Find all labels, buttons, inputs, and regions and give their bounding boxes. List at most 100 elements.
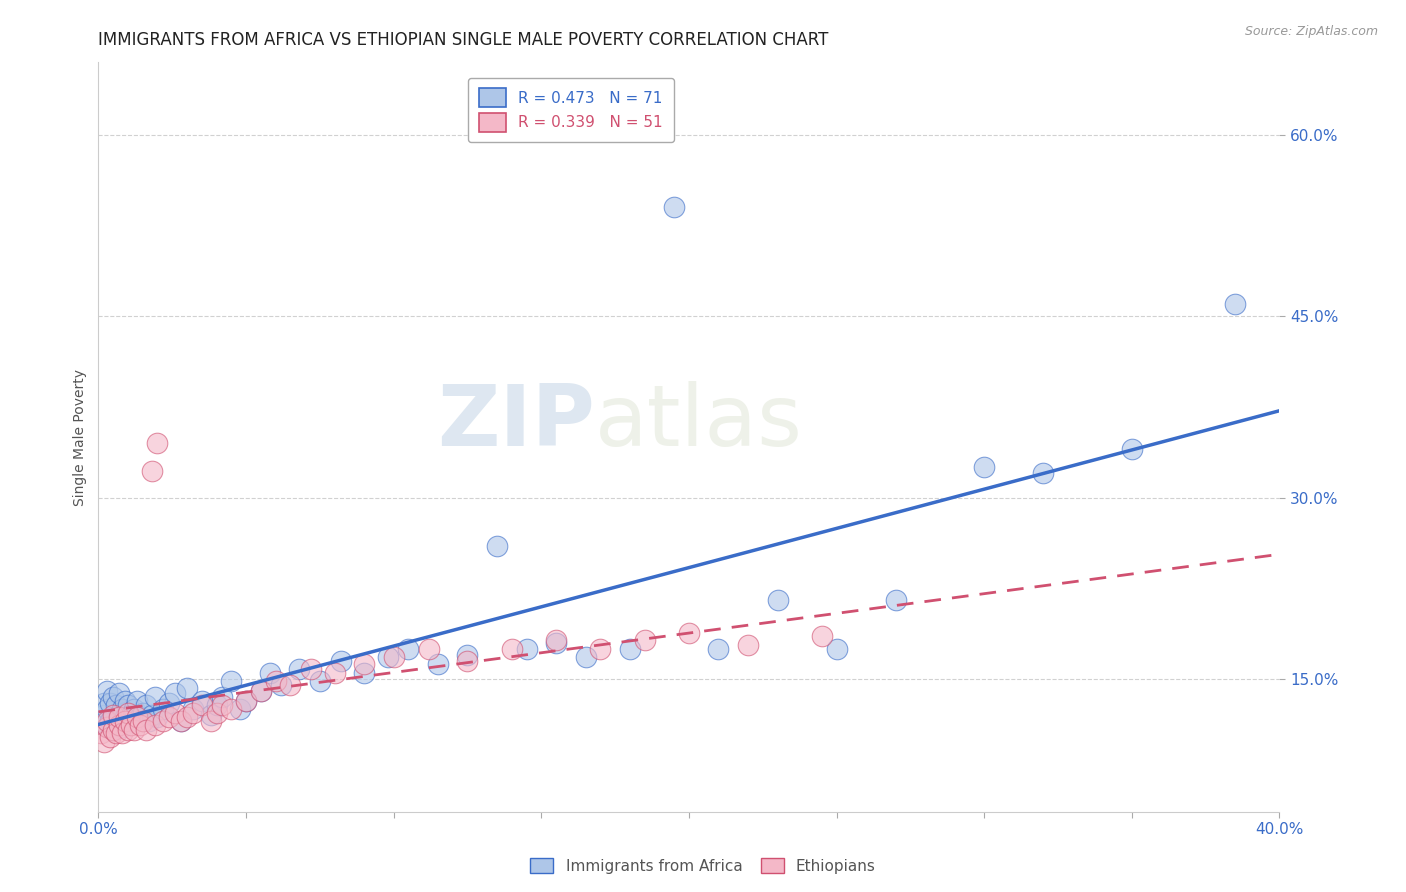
- Point: [125, 693, 148, 707]
- Point: [146, 710, 169, 724]
- Point: [143, 717, 166, 731]
- Point: [250, 684, 273, 698]
- Point: [229, 702, 252, 716]
- Point: [108, 708, 131, 723]
- Point: [125, 710, 148, 724]
- Text: Source: ZipAtlas.com: Source: ZipAtlas.com: [1244, 25, 1378, 38]
- Point: [825, 641, 848, 656]
- Point: [309, 674, 332, 689]
- Point: [1225, 297, 1247, 311]
- Point: [114, 710, 136, 724]
- Legend: Immigrants from Africa, Ethiopians: Immigrants from Africa, Ethiopians: [524, 852, 882, 880]
- Point: [132, 706, 155, 720]
- Point: [211, 690, 233, 704]
- Point: [108, 686, 131, 700]
- Point: [165, 706, 187, 720]
- Point: [353, 657, 375, 672]
- Point: [135, 698, 157, 713]
- Point: [132, 714, 155, 728]
- Point: [138, 714, 160, 728]
- Point: [98, 714, 121, 728]
- Point: [737, 638, 759, 652]
- Point: [98, 696, 121, 710]
- Point: [96, 714, 118, 728]
- Point: [103, 710, 125, 724]
- Point: [1121, 442, 1143, 457]
- Point: [329, 654, 352, 668]
- Point: [323, 665, 346, 680]
- Point: [205, 706, 228, 720]
- Point: [141, 464, 163, 478]
- Point: [108, 717, 131, 731]
- Point: [152, 714, 174, 728]
- Point: [221, 702, 243, 716]
- Point: [143, 690, 166, 704]
- Point: [280, 678, 302, 692]
- Point: [973, 460, 995, 475]
- Point: [589, 641, 612, 656]
- Point: [398, 641, 420, 656]
- Point: [108, 710, 131, 724]
- Point: [457, 648, 479, 662]
- Point: [93, 734, 115, 748]
- Point: [105, 726, 128, 740]
- Point: [114, 714, 136, 728]
- Point: [105, 717, 128, 731]
- Point: [120, 717, 142, 731]
- Point: [117, 714, 139, 728]
- Point: [122, 714, 145, 728]
- Point: [170, 714, 193, 728]
- Point: [96, 702, 118, 716]
- Point: [181, 702, 204, 716]
- Y-axis label: Single Male Poverty: Single Male Poverty: [73, 368, 87, 506]
- Point: [707, 641, 730, 656]
- Point: [152, 702, 174, 716]
- Point: [678, 625, 700, 640]
- Point: [103, 708, 125, 723]
- Point: [418, 641, 440, 656]
- Point: [264, 674, 287, 689]
- Point: [181, 706, 204, 720]
- Point: [270, 678, 292, 692]
- Point: [634, 633, 657, 648]
- Point: [111, 726, 134, 740]
- Point: [170, 714, 193, 728]
- Text: IMMIGRANTS FROM AFRICA VS ETHIOPIAN SINGLE MALE POVERTY CORRELATION CHART: IMMIGRANTS FROM AFRICA VS ETHIOPIAN SING…: [98, 31, 828, 49]
- Point: [128, 717, 150, 731]
- Point: [146, 436, 169, 450]
- Point: [90, 726, 112, 740]
- Point: [250, 684, 273, 698]
- Legend: R = 0.473   N = 71, R = 0.339   N = 51: R = 0.473 N = 71, R = 0.339 N = 51: [468, 78, 673, 143]
- Point: [221, 674, 243, 689]
- Point: [114, 693, 136, 707]
- Point: [191, 698, 214, 713]
- Point: [98, 730, 121, 744]
- Point: [157, 696, 180, 710]
- Point: [141, 708, 163, 723]
- Point: [1032, 467, 1054, 481]
- Point: [111, 720, 134, 734]
- Point: [546, 633, 568, 648]
- Point: [235, 693, 257, 707]
- Point: [165, 686, 187, 700]
- Point: [191, 693, 214, 707]
- Point: [103, 723, 125, 737]
- Point: [120, 708, 142, 723]
- Point: [619, 641, 641, 656]
- Point: [382, 650, 405, 665]
- Point: [486, 539, 509, 553]
- Point: [122, 702, 145, 716]
- Point: [135, 723, 157, 737]
- Point: [96, 720, 118, 734]
- Point: [176, 710, 198, 724]
- Point: [128, 710, 150, 724]
- Point: [664, 201, 686, 215]
- Point: [122, 723, 145, 737]
- Point: [117, 698, 139, 713]
- Point: [103, 723, 125, 737]
- Point: [884, 593, 907, 607]
- Point: [90, 714, 112, 728]
- Point: [176, 681, 198, 696]
- Point: [105, 698, 128, 713]
- Point: [235, 693, 257, 707]
